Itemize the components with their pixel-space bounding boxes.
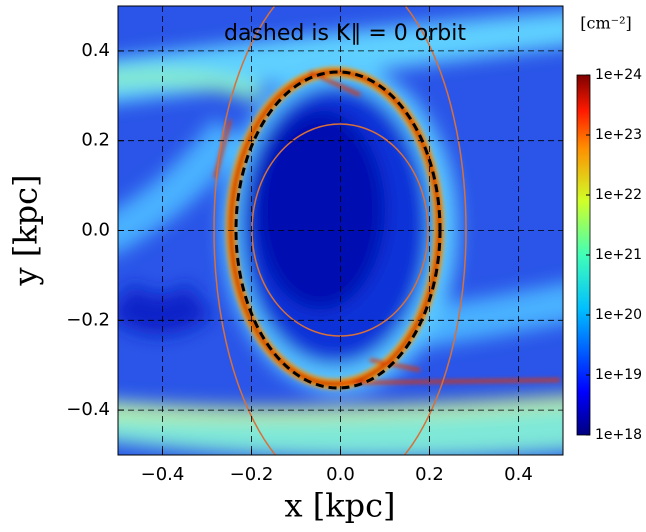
density-map — [118, 6, 563, 455]
colorbar-tick-label: 1e+24 — [595, 67, 642, 83]
y-tick-label: 0.0 — [81, 220, 110, 241]
y-tick-label: −0.4 — [66, 399, 110, 420]
y-tick-label: 0.4 — [81, 40, 110, 61]
y-axis-label: y [kpc] — [7, 174, 45, 286]
x-tick-label: 0.2 — [415, 464, 444, 485]
colorbar-tick-label: 1e+20 — [595, 307, 642, 323]
y-tick-label: 0.2 — [81, 130, 110, 151]
x-tick-label: −0.4 — [141, 464, 185, 485]
x-tick-label: 0.4 — [504, 464, 533, 485]
colorbar-tick-label: 1e+19 — [595, 367, 642, 383]
x-tick-label: 0.0 — [326, 464, 355, 485]
colorbar-label: [cm⁻²] — [580, 14, 631, 33]
colorbar-tick-label: 1e+21 — [595, 247, 642, 263]
x-axis-label: x [kpc] — [285, 487, 396, 525]
annotation: dashed is K∥ = 0 orbit — [224, 21, 466, 46]
x-tick-label: −0.2 — [230, 464, 274, 485]
y-tick-label: −0.2 — [66, 309, 110, 330]
colorbar-tick-label: 1e+18 — [595, 427, 642, 443]
colorbar-tick-label: 1e+22 — [595, 187, 642, 203]
colorbar-tick-label: 1e+23 — [595, 127, 642, 143]
